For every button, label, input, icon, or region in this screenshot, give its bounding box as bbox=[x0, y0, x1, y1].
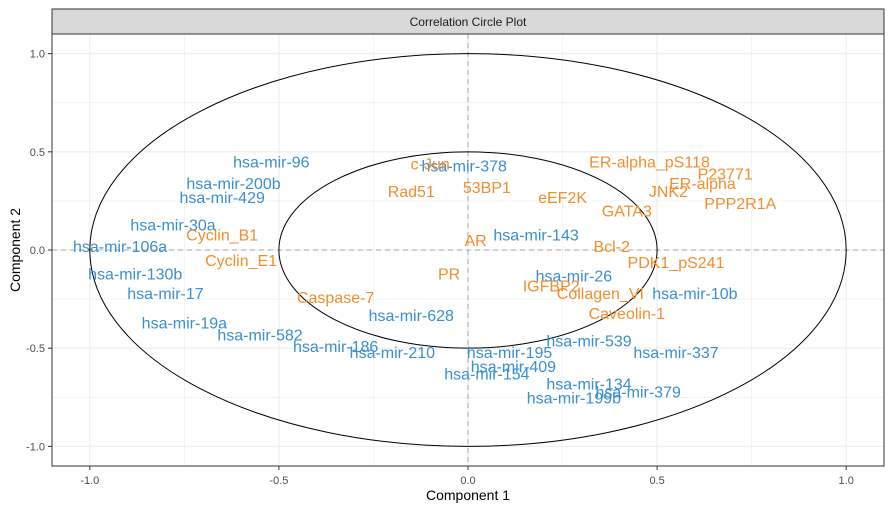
variable-label: 53BP1 bbox=[463, 180, 511, 197]
variable-label: hsa-mir-378 bbox=[422, 159, 507, 176]
x-tick-label: -0.5 bbox=[269, 475, 288, 487]
variable-label: hsa-mir-539 bbox=[546, 333, 631, 350]
variable-label: hsa-mir-195 bbox=[467, 345, 552, 362]
variable-label: Caveolin-1 bbox=[589, 306, 666, 323]
variable-label: hsa-mir-10b bbox=[652, 286, 737, 303]
variable-labels: hsa-mir-96 hsa-mir-378hsa-mir-200bhsa-mir… bbox=[73, 155, 777, 408]
variable-label: hsa-mir-106a bbox=[73, 239, 167, 256]
variable-label: hsa-mir-134 bbox=[546, 377, 631, 394]
variable-label: Caspase-7 bbox=[297, 290, 374, 307]
variable-label: IGFBP2 bbox=[523, 278, 580, 295]
x-tick-label: 0.0 bbox=[460, 475, 475, 487]
variable-label: AR bbox=[464, 233, 486, 250]
reference-lines bbox=[52, 34, 884, 466]
variable-label: hsa-mir-200b bbox=[186, 176, 280, 193]
variable-label: hsa-mir-154 bbox=[444, 367, 529, 384]
y-axis-ticks: -1.0 -0.5 0.0 0.5 1.0 bbox=[26, 49, 52, 453]
variable-label: hsa-mir-186 bbox=[293, 339, 378, 356]
variable-label: hsa-mir-26 bbox=[536, 269, 613, 286]
x-axis-ticks: -1.0 -0.5 0.0 0.5 1.0 bbox=[80, 466, 854, 487]
variable-label: hsa-mir-628 bbox=[369, 308, 454, 325]
outer-circle bbox=[89, 53, 847, 447]
x-tick-label: 0.5 bbox=[649, 475, 664, 487]
variable-label: Rad51 bbox=[388, 184, 435, 201]
variable-label: hsa-mir-409 bbox=[471, 359, 556, 376]
variable-label: PPP2R1A bbox=[704, 196, 776, 213]
chart-title: Correlation Circle Plot bbox=[410, 15, 527, 29]
variable-label: GATA3 bbox=[602, 204, 652, 221]
y-tick-label: -1.0 bbox=[26, 441, 45, 453]
correlation-circles bbox=[89, 53, 847, 447]
variable-label: hsa-mir-30a bbox=[130, 217, 215, 234]
strip-background bbox=[51, 8, 885, 35]
y-tick-label: -0.5 bbox=[26, 343, 45, 355]
variable-label: Cyclin_B1 bbox=[186, 227, 258, 244]
variable-label: hsa-mir-19a bbox=[142, 316, 227, 333]
x-tick-label: -1.0 bbox=[80, 475, 99, 487]
x-tick-label: 1.0 bbox=[839, 475, 854, 487]
variable-label: hsa-mir-199b bbox=[527, 390, 621, 407]
variable-label: hsa-mir-143 bbox=[493, 227, 578, 244]
variable-label: hsa-mir-17 bbox=[127, 286, 204, 303]
variable-label: PR bbox=[438, 267, 460, 284]
y-tick-label: 0.5 bbox=[30, 147, 45, 159]
variable-label: eEF2K bbox=[538, 190, 587, 207]
y-tick-label: 1.0 bbox=[30, 49, 45, 61]
y-axis-title: Component 2 bbox=[7, 208, 23, 292]
inner-circle bbox=[278, 151, 658, 349]
variable-label: PDK1_pS241 bbox=[628, 255, 725, 272]
variable-label: hsa-mir-130b bbox=[88, 267, 182, 284]
variable-label: hsa-mir-379 bbox=[596, 384, 681, 401]
variable-label: hsa-mir-96 bbox=[233, 155, 310, 172]
y-tick-label: 0.0 bbox=[30, 245, 45, 257]
variable-label: hsa-mir-337 bbox=[633, 345, 718, 362]
variable-label: ER-alpha bbox=[669, 176, 736, 193]
variable-label: hsa-mir-582 bbox=[217, 327, 302, 344]
variable-label: Cyclin_E1 bbox=[205, 253, 277, 270]
variable-label: JNK2 bbox=[649, 184, 688, 201]
variable-label: c-Jun bbox=[411, 157, 450, 174]
variable-label: hsa-mir-429 bbox=[180, 190, 265, 207]
variable-label: Collagen_VI bbox=[557, 286, 644, 303]
variable-label: ER-alpha_pS118 bbox=[589, 155, 710, 172]
variable-label: P23771 bbox=[698, 166, 753, 183]
x-axis-title: Component 1 bbox=[426, 487, 510, 503]
variable-label: hsa-mir-210 bbox=[350, 345, 435, 362]
variable-label: Bcl-2 bbox=[593, 239, 630, 256]
